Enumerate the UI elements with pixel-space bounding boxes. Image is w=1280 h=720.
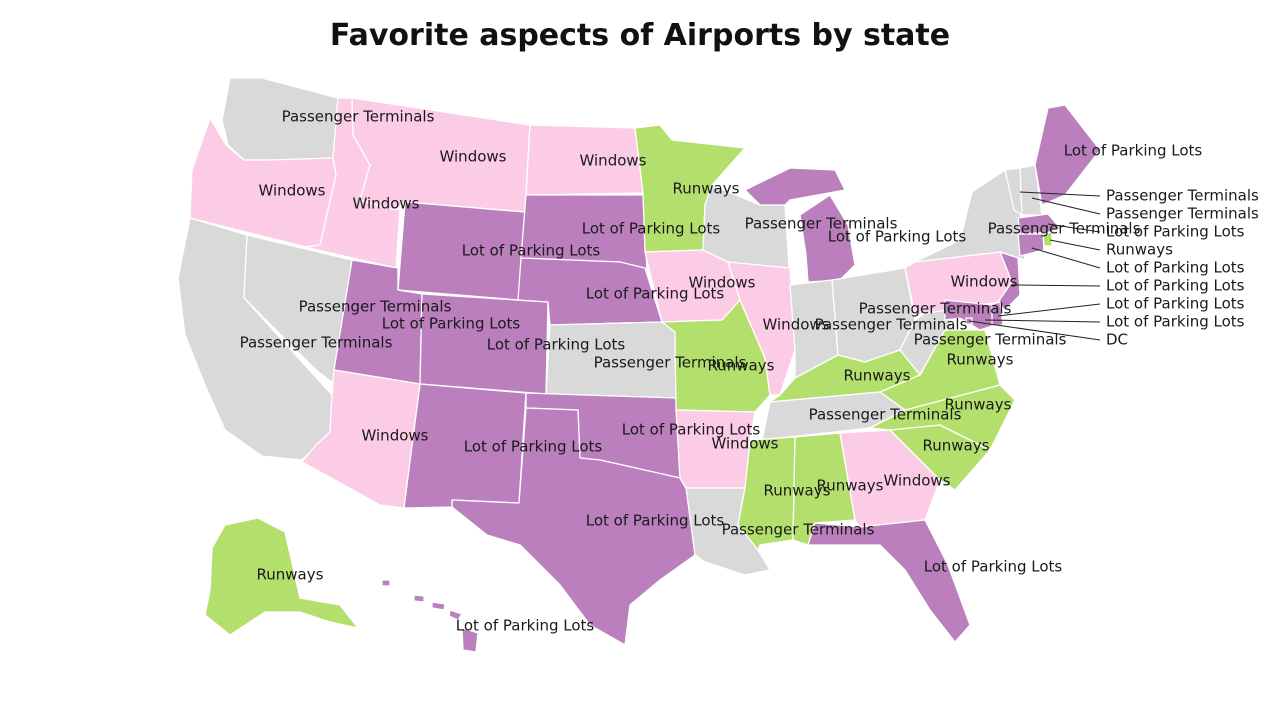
label-IN: Passenger Terminals (859, 300, 1012, 318)
leader-VT (1019, 191, 1101, 197)
label-PA: Windows (951, 273, 1018, 291)
leader-DC (968, 320, 1101, 341)
state-HI-4 (448, 609, 463, 621)
state-FL (807, 519, 971, 643)
label-ND: Windows (580, 152, 647, 170)
label-LA: Passenger Terminals (722, 521, 875, 539)
label-SC: Runways (923, 437, 990, 455)
label-WI: Passenger Terminals (745, 215, 898, 233)
state-MA (1017, 213, 1061, 235)
label-OH: Passenger Terminals (815, 316, 968, 334)
state-IL (727, 261, 796, 396)
label-OK: Lot of Parking Lots (622, 421, 761, 439)
label-AR: Windows (712, 435, 779, 453)
label-MT: Windows (440, 148, 507, 166)
label-VT: Passenger Terminals (1106, 187, 1259, 205)
leader-RI (1049, 239, 1101, 251)
label-RI: Runways (1106, 241, 1173, 259)
state-MI-lower (799, 194, 856, 283)
label-MI: Lot of Parking Lots (828, 228, 967, 246)
label-MS: Runways (764, 482, 831, 500)
leader-NJ (1011, 284, 1101, 287)
label-NM: Lot of Parking Lots (464, 438, 603, 456)
label-WY: Lot of Parking Lots (462, 242, 601, 260)
label-VA: Runways (947, 351, 1014, 369)
leader-MD (984, 319, 1101, 323)
state-HI-1 (381, 579, 391, 587)
label-AK: Runways (257, 566, 324, 584)
label-GA: Windows (884, 472, 951, 490)
state-NJ (997, 251, 1021, 311)
label-TN: Passenger Terminals (809, 406, 962, 424)
label-NJ: Lot of Parking Lots (1106, 277, 1245, 295)
label-DE: Lot of Parking Lots (1106, 295, 1245, 313)
label-NH: Passenger Terminals (1106, 205, 1259, 223)
label-MO: Runways (708, 357, 775, 375)
label-HI: Lot of Parking Lots (456, 617, 595, 635)
state-TX (451, 407, 696, 646)
label-ME: Lot of Parking Lots (1064, 142, 1203, 160)
state-NV (243, 234, 353, 385)
label-AL: Runways (817, 477, 884, 495)
states-layer (177, 77, 1101, 653)
map-title: Favorite aspects of Airports by state (329, 18, 951, 53)
label-ID: Windows (353, 195, 420, 213)
label-KS: Passenger Terminals (594, 354, 747, 372)
leader-lines (968, 191, 1101, 341)
label-FL: Lot of Parking Lots (924, 558, 1063, 576)
state-ME (1034, 104, 1101, 206)
state-HI-3 (431, 601, 446, 611)
label-IA: Windows (689, 274, 756, 292)
label-CT: Lot of Parking Lots (1106, 259, 1245, 277)
label-UT: Lot of Parking Lots (382, 315, 521, 333)
label-CO: Lot of Parking Lots (487, 336, 626, 354)
state-CT (1017, 233, 1045, 257)
leader-NH (1031, 197, 1101, 215)
label-NC: Runways (945, 396, 1012, 414)
label-WA: Passenger Terminals (282, 108, 435, 126)
state-AK (204, 517, 359, 636)
label-NE: Lot of Parking Lots (586, 285, 725, 303)
state-MI (744, 167, 846, 206)
label-KY: Runways (844, 367, 911, 385)
label-OR: Windows (259, 182, 326, 200)
leader-CT (1031, 247, 1101, 269)
label-NV: Passenger Terminals (299, 298, 452, 316)
state-WV (899, 299, 953, 376)
label-MD: Lot of Parking Lots (1106, 313, 1245, 331)
state-HI-2 (413, 594, 425, 603)
label-NY: Passenger Terminals (988, 220, 1141, 238)
label-TX: Lot of Parking Lots (586, 512, 725, 530)
leader-MA (1047, 223, 1101, 233)
label-MN: Runways (673, 180, 740, 198)
label-SD: Lot of Parking Lots (582, 220, 721, 238)
label-CA: Passenger Terminals (240, 334, 393, 352)
label-IL: Windows (763, 316, 830, 334)
leader-DE (997, 303, 1101, 317)
label-MA: Lot of Parking Lots (1106, 223, 1245, 241)
label-DC: DC (1106, 331, 1128, 349)
label-WV: Passenger Terminals (914, 331, 1067, 349)
label-AZ: Windows (362, 427, 429, 445)
state-HI-5 (461, 627, 479, 653)
